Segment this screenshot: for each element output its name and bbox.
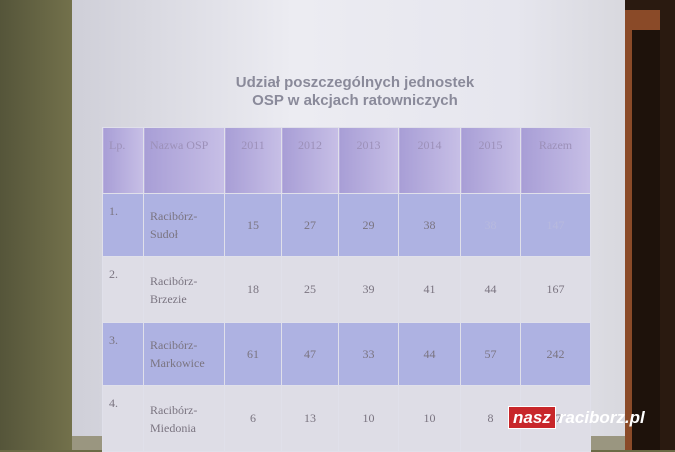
header-cell: Nazwa OSP — [143, 127, 225, 194]
value-cell: 10 — [398, 385, 461, 452]
header-cell: 2014 — [398, 127, 461, 194]
value-cell: 44 — [398, 322, 461, 386]
value-cell: 41 — [398, 256, 461, 323]
value-cell: 6 — [224, 385, 282, 452]
name-cell: Racibórz-Miedonia — [143, 385, 225, 452]
value-cell: 167 — [520, 256, 591, 323]
table-row: 3. Racibórz-Markowice 61 47 33 44 57 242 — [102, 322, 591, 386]
name-cell: Racibórz-Brzezie — [143, 256, 225, 323]
value-cell: 57 — [460, 322, 521, 386]
value-cell: 47 — [281, 322, 339, 386]
value-cell: 27 — [281, 193, 339, 257]
logo-part-domain: raciborz.pl — [558, 408, 645, 427]
value-cell: 29 — [338, 193, 399, 257]
value-cell: 25 — [281, 256, 339, 323]
value-cell: 39 — [338, 256, 399, 323]
value-cell: 147 — [520, 193, 591, 257]
value-cell: 38 — [460, 193, 521, 257]
name-cell: Racibórz-Sudoł — [143, 193, 225, 257]
logo-part-nasz: nasz — [508, 406, 556, 429]
lp-cell: 2. — [102, 256, 144, 323]
door-inner — [632, 30, 660, 450]
value-cell: 18 — [224, 256, 282, 323]
table-row: 2. Racibórz-Brzezie 18 25 39 41 44 167 — [102, 256, 591, 323]
name-cell: Racibórz-Markowice — [143, 322, 225, 386]
table-row: 1. Racibórz-Sudoł 15 27 29 38 38 147 — [102, 193, 591, 257]
value-cell: 61 — [224, 322, 282, 386]
value-cell: 38 — [398, 193, 461, 257]
header-cell: 2013 — [338, 127, 399, 194]
wall — [0, 0, 80, 450]
lp-cell: 3. — [102, 322, 144, 386]
header-cell: 2011 — [224, 127, 282, 194]
table-row: 4. Racibórz-Miedonia 6 13 10 10 8 47 — [102, 385, 591, 452]
table-header-row: Lp. Nazwa OSP 2011 2012 2013 2014 2015 R… — [102, 127, 591, 194]
value-cell: 33 — [338, 322, 399, 386]
value-cell: 10 — [338, 385, 399, 452]
header-cell: Lp. — [102, 127, 144, 194]
data-table: Lp. Nazwa OSP 2011 2012 2013 2014 2015 R… — [102, 127, 591, 452]
lp-cell: 1. — [102, 193, 144, 257]
value-cell: 44 — [460, 256, 521, 323]
lp-cell: 4. — [102, 385, 144, 452]
value-cell: 15 — [224, 193, 282, 257]
header-cell: 2015 — [460, 127, 521, 194]
header-cell: 2012 — [281, 127, 339, 194]
watermark-logo: nasz raciborz.pl — [508, 406, 645, 429]
slide-title: Udział poszczególnych jednostek OSP w ak… — [235, 74, 475, 109]
header-cell: Razem — [520, 127, 591, 194]
value-cell: 242 — [520, 322, 591, 386]
value-cell: 13 — [281, 385, 339, 452]
